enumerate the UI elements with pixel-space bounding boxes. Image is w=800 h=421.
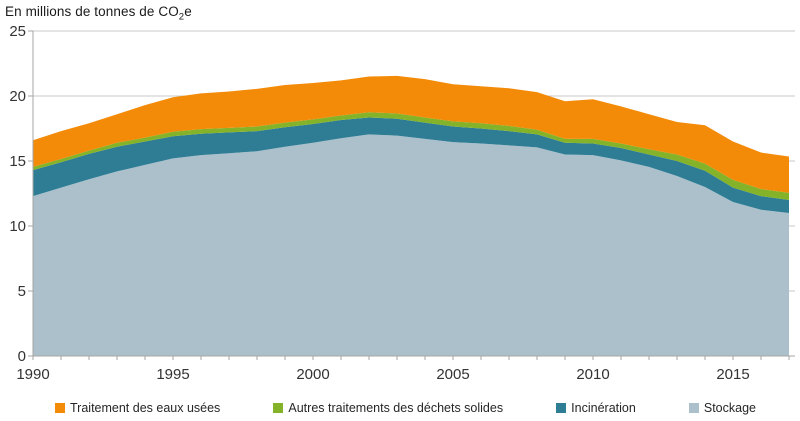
legend-label: Stockage xyxy=(703,401,756,415)
x-tick-label: 1990 xyxy=(16,366,49,383)
area-stockage xyxy=(33,134,789,356)
area-traitement-des-eaux-usees xyxy=(33,75,789,193)
y-tick-label: 20 xyxy=(9,88,26,105)
chart-title-subscript: 2 xyxy=(178,11,185,23)
legend-item-stockage: Stockage xyxy=(688,401,756,415)
legend-swatch-autres-traitements-des-dechets-solides xyxy=(273,403,284,413)
chart-title-suffix: e xyxy=(184,4,192,19)
y-tick-label: 15 xyxy=(9,153,26,170)
y-tick-label: 10 xyxy=(9,218,26,235)
legend-swatch-incineration xyxy=(556,403,567,413)
legend-item-traitement-des-eaux-usees: Traitement des eaux usées xyxy=(55,401,220,415)
x-tick-label: 2005 xyxy=(436,366,469,383)
area-incineration xyxy=(33,117,789,213)
legend-label: Traitement des eaux usées xyxy=(70,401,221,415)
y-tick-label: 5 xyxy=(18,283,26,300)
chart-title: En millions de tonnes de CO2e xyxy=(5,4,192,23)
chart-title-text: En millions de tonnes de CO xyxy=(5,4,179,19)
chart-legend: Traitement des eaux usées Autres traiteme… xyxy=(0,396,800,420)
stacked-area-chart: 0 5 10 15 20 25 1990 1995 2000 2005 2010 2015 xyxy=(9,23,795,383)
y-tick-label: 0 xyxy=(18,348,26,365)
y-tick-label: 25 xyxy=(9,23,26,40)
legend-swatch-traitement-des-eaux-usees xyxy=(55,403,65,413)
legend-item-incineration: Incinération xyxy=(556,401,636,415)
x-tick-label: 2010 xyxy=(576,366,609,383)
legend-item-autres-traitements-des-dechets-solides: Autres traitements des déchets solides xyxy=(273,401,503,415)
x-tick-label: 2015 xyxy=(716,366,749,383)
x-tick-label: 2000 xyxy=(296,366,329,383)
legend-swatch-stockage xyxy=(688,403,699,413)
x-tick-label: 1995 xyxy=(156,366,189,383)
legend-label: Autres traitements des déchets solides xyxy=(288,401,504,415)
legend-label: Incinération xyxy=(571,401,636,415)
